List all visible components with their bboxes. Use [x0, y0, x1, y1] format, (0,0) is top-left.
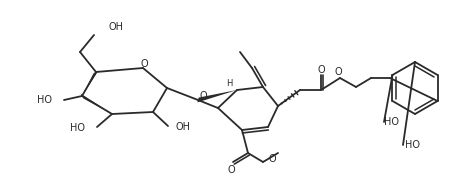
Text: HO: HO — [405, 140, 420, 150]
Polygon shape — [82, 70, 99, 96]
Text: O: O — [317, 65, 325, 75]
Text: O: O — [227, 165, 235, 175]
Polygon shape — [81, 94, 112, 114]
Text: O: O — [199, 91, 207, 101]
Text: OH: OH — [109, 22, 124, 32]
Polygon shape — [197, 90, 237, 102]
Text: O: O — [268, 154, 276, 164]
Text: OH: OH — [175, 122, 191, 132]
Text: HO: HO — [384, 117, 400, 127]
Text: O: O — [140, 59, 148, 69]
Text: O: O — [334, 67, 342, 77]
Text: H: H — [226, 79, 232, 87]
Text: HO: HO — [71, 123, 85, 133]
Text: HO: HO — [37, 95, 53, 105]
